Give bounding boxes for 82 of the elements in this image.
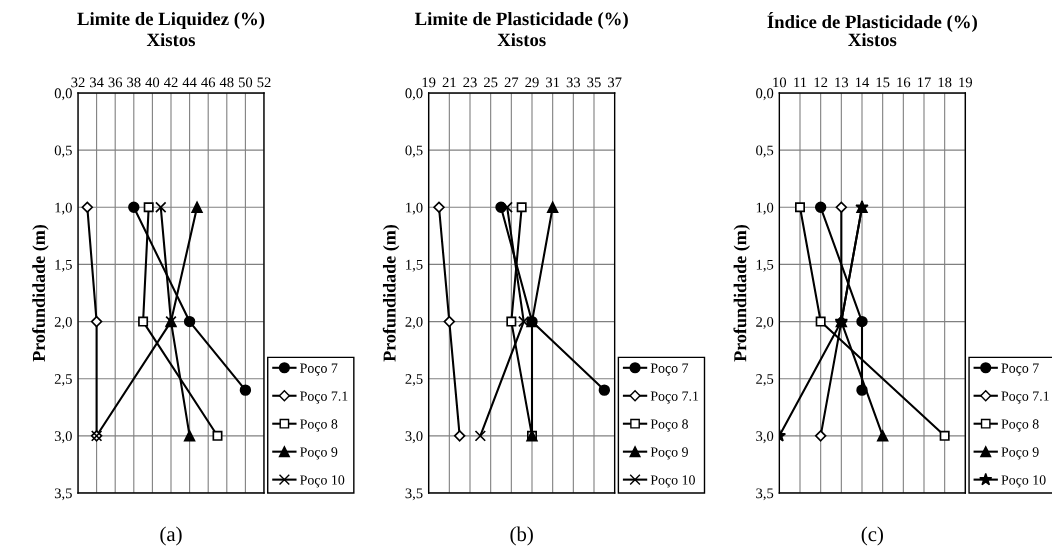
- x-tick-label: 37: [608, 77, 622, 88]
- y-tick-label: 1,0: [756, 202, 774, 215]
- legend-label: Poço 10: [650, 475, 695, 488]
- y-tick-label: 2,5: [405, 374, 423, 387]
- x-tick-label: 33: [566, 77, 581, 88]
- x-tick-label: 10: [773, 77, 787, 88]
- x-tick-label: 36: [108, 77, 123, 88]
- y-tick-label: 3,0: [405, 431, 423, 444]
- x-tick-label: 12: [814, 77, 828, 88]
- y-tick-label: 2,5: [756, 374, 774, 387]
- chart-title: Limite de Liquidez (%): [77, 12, 265, 29]
- x-tick-label: 40: [145, 77, 160, 88]
- text: (b): [510, 526, 533, 546]
- y-tick-label: 3,0: [54, 431, 72, 444]
- legend-label: Poço 9: [1001, 447, 1039, 460]
- y-tick-label: 3,5: [54, 488, 72, 501]
- legend-label: Poço 9: [300, 447, 338, 460]
- y-tick-label: 0,5: [54, 145, 72, 158]
- y-tick-label: 1,0: [406, 202, 423, 215]
- x-tick-label: 19: [959, 77, 973, 88]
- y-tick-label: 1,0: [55, 202, 72, 215]
- legend-label: Poço 10: [1001, 475, 1046, 488]
- y-tick-label: 1,5: [756, 259, 774, 272]
- x-tick-label: 15: [876, 77, 890, 88]
- y-tick-label: 0,0: [405, 88, 423, 101]
- legend-label: Poço 8: [650, 419, 688, 432]
- legend-label: Poço 7: [650, 363, 689, 376]
- y-axis-title: Profundidade (m): [733, 224, 750, 362]
- x-tick-label: 27: [504, 77, 519, 88]
- y-tick-label: 0,0: [756, 88, 774, 101]
- x-tick-label: 38: [127, 77, 141, 88]
- legend-label: Poço 7: [1001, 363, 1039, 376]
- x-tick-label: 25: [484, 77, 498, 88]
- legend-label: Poço 7.1: [1001, 391, 1049, 404]
- x-tick-label: 34: [90, 77, 104, 88]
- y-tick-label: 2,0: [756, 316, 774, 329]
- x-tick-label: 19: [422, 77, 436, 88]
- x-tick-label: 13: [835, 77, 849, 88]
- chart-subtitle: Xistos: [497, 33, 546, 47]
- y-tick-label: 3,0: [756, 431, 774, 444]
- x-tick-label: 32: [71, 77, 85, 88]
- y-tick-label: 2,0: [405, 316, 423, 329]
- legend-label: Poço 10: [300, 475, 345, 488]
- x-tick-label: 46: [201, 77, 216, 88]
- x-tick-label: 17: [917, 77, 931, 88]
- y-tick-label: 0,0: [54, 88, 72, 101]
- chart-title: Índice de Plasticidade (%): [767, 12, 977, 33]
- x-tick-label: 35: [587, 77, 601, 88]
- x-tick-label: 23: [463, 77, 477, 88]
- chart-subtitle: Xistos: [848, 33, 897, 47]
- x-tick-label: 31: [546, 77, 560, 88]
- x-tick-label: 29: [525, 77, 539, 88]
- text: (c): [861, 526, 883, 546]
- x-tick-label: 14: [855, 77, 870, 88]
- x-tick-label: 48: [219, 77, 234, 88]
- chart-subtitle: Xistos: [146, 33, 196, 47]
- x-tick-label: 50: [238, 77, 253, 88]
- x-tick-label: 44: [182, 77, 197, 88]
- legend-label: Poço 7: [300, 363, 338, 376]
- x-tick-label: 21: [442, 77, 456, 88]
- x-tick-label: 18: [938, 77, 952, 88]
- y-tick-label: 1,5: [406, 259, 423, 272]
- x-tick-label: 42: [163, 77, 178, 88]
- y-tick-label: 0,5: [405, 145, 423, 158]
- x-tick-label: 11: [794, 77, 807, 88]
- y-tick-label: 1,5: [55, 259, 72, 272]
- y-axis-title: Profundidade (m): [382, 224, 400, 362]
- legend-label: Poço 9: [650, 447, 688, 460]
- x-tick-label: 52: [257, 77, 271, 88]
- y-tick-label: 3,5: [756, 488, 774, 501]
- text: (a): [160, 526, 182, 546]
- legend-label: Poço 8: [1001, 419, 1039, 432]
- x-tick-label: 16: [897, 77, 911, 88]
- legend-label: Poço 8: [300, 419, 338, 432]
- legend-label: Poço 7.1: [300, 391, 348, 404]
- y-tick-label: 3,5: [405, 488, 423, 501]
- y-tick-label: 2,5: [54, 374, 72, 387]
- y-axis-title: Profundidade (m): [32, 224, 49, 362]
- chart-title: Limite de Plasticidade (%): [414, 12, 628, 29]
- legend-label: Poço 7.1: [650, 391, 699, 404]
- y-tick-label: 0,5: [756, 145, 774, 158]
- y-tick-label: 2,0: [54, 316, 72, 329]
